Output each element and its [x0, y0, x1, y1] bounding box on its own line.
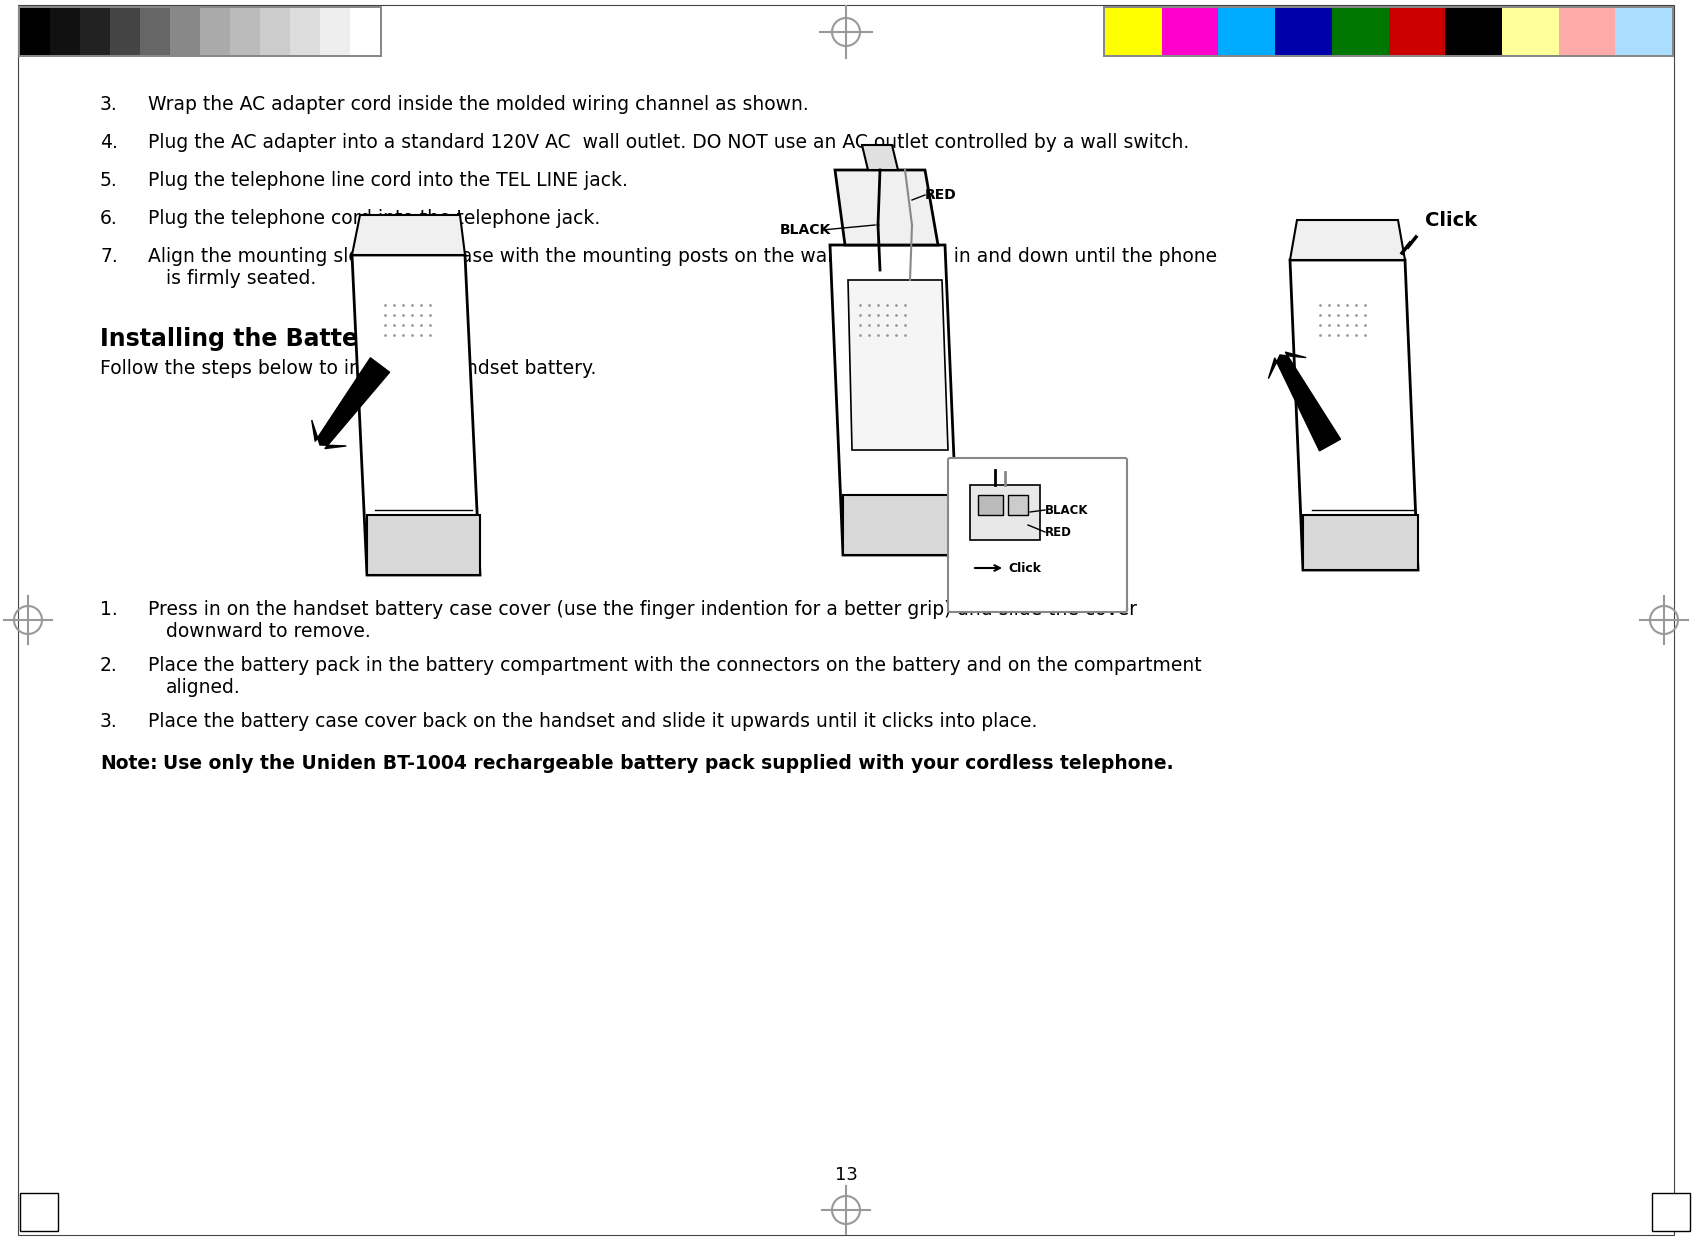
Bar [1008, 495, 1029, 515]
Polygon shape [367, 515, 481, 575]
Bar [1651, 1193, 1690, 1231]
Bar [20, 1193, 58, 1231]
Bar [978, 495, 1003, 515]
Polygon shape [1289, 260, 1418, 570]
Text: 5.: 5. [100, 171, 118, 190]
Polygon shape [1269, 352, 1340, 451]
Text: 7.: 7. [100, 247, 118, 267]
Bar [1218, 7, 1276, 55]
Bar [1445, 7, 1502, 55]
Bar [20, 7, 51, 55]
Text: Plug the telephone cord into the telephone jack.: Plug the telephone cord into the telepho… [147, 210, 601, 228]
Polygon shape [1303, 515, 1418, 570]
Bar [1616, 7, 1672, 55]
Polygon shape [311, 358, 389, 449]
Text: 13: 13 [834, 1166, 858, 1184]
Bar [350, 7, 381, 55]
Polygon shape [843, 495, 958, 556]
Text: 6.: 6. [100, 210, 118, 228]
Bar [1502, 7, 1558, 55]
Text: Place the battery case cover back on the handset and slide it upwards until it c: Place the battery case cover back on the… [147, 712, 1037, 732]
Bar [1162, 7, 1218, 55]
Bar [970, 485, 1041, 539]
Bar [289, 7, 320, 55]
Text: Installing the Battery: Installing the Battery [100, 327, 386, 351]
Bar [140, 7, 169, 55]
Bar [1103, 6, 1673, 57]
Text: Follow the steps below to install the handset battery.: Follow the steps below to install the ha… [100, 360, 596, 378]
Bar [320, 7, 350, 55]
Polygon shape [861, 145, 898, 170]
Text: Press in on the handset battery case cover (use the finger indention for a bette: Press in on the handset battery case cov… [147, 600, 1137, 619]
Text: 3.: 3. [100, 712, 118, 732]
Text: Plug the AC adapter into a standard 120V AC  wall outlet. DO NOT use an AC outle: Plug the AC adapter into a standard 120V… [147, 133, 1189, 153]
FancyBboxPatch shape [948, 458, 1127, 613]
Polygon shape [831, 246, 958, 556]
Polygon shape [848, 280, 948, 450]
Text: Click: Click [1425, 211, 1477, 229]
Text: RED: RED [926, 188, 956, 202]
Bar [1558, 7, 1616, 55]
Text: Align the mounting slots on the base with the mounting posts on the wall. Then p: Align the mounting slots on the base wit… [147, 247, 1217, 267]
Polygon shape [352, 255, 481, 575]
Text: 3.: 3. [100, 95, 118, 114]
Text: downward to remove.: downward to remove. [166, 622, 371, 641]
Polygon shape [1289, 219, 1404, 260]
Text: Plug the telephone line cord into the TEL LINE jack.: Plug the telephone line cord into the TE… [147, 171, 628, 190]
Text: 1.: 1. [100, 600, 118, 619]
Text: RED: RED [1046, 526, 1071, 538]
Text: Note:: Note: [100, 754, 157, 773]
Bar [110, 7, 140, 55]
Bar [1389, 7, 1445, 55]
Bar [19, 6, 382, 57]
Bar [230, 7, 261, 55]
Bar [1276, 7, 1332, 55]
Bar [1105, 7, 1162, 55]
Text: BLACK: BLACK [1046, 503, 1088, 517]
Text: Wrap the AC adapter cord inside the molded wiring channel as shown.: Wrap the AC adapter cord inside the mold… [147, 95, 809, 114]
Bar [261, 7, 289, 55]
Polygon shape [352, 215, 465, 255]
Bar [51, 7, 80, 55]
Bar [169, 7, 200, 55]
Text: is firmly seated.: is firmly seated. [166, 269, 316, 288]
Text: Use only the Uniden BT-1004 rechargeable battery pack supplied with your cordles: Use only the Uniden BT-1004 rechargeable… [151, 754, 1174, 773]
Bar [1332, 7, 1389, 55]
Text: Click: Click [1008, 562, 1041, 574]
Text: 4.: 4. [100, 133, 118, 153]
Bar [200, 7, 230, 55]
Bar [80, 7, 110, 55]
Polygon shape [834, 170, 937, 246]
Text: Place the battery pack in the battery compartment with the connectors on the bat: Place the battery pack in the battery co… [147, 656, 1201, 675]
Text: 2.: 2. [100, 656, 118, 675]
Text: aligned.: aligned. [166, 678, 240, 697]
Text: BLACK: BLACK [780, 223, 831, 237]
